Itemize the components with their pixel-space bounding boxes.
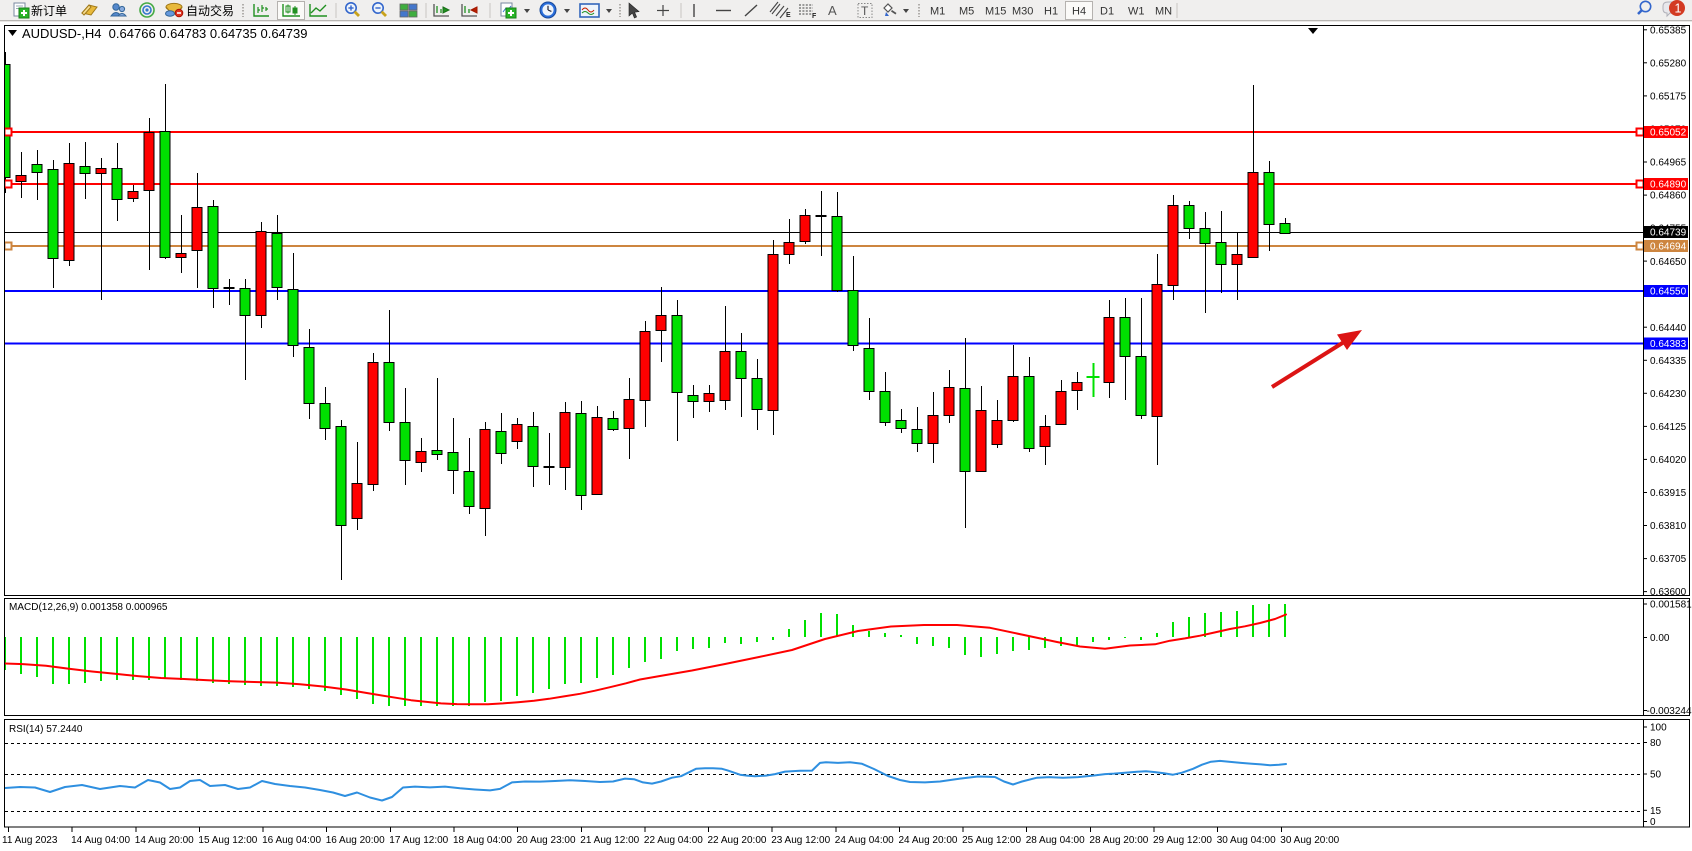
svg-text:16 Aug 04:00: 16 Aug 04:00 [262,835,321,846]
svg-text:20 Aug 23:00: 20 Aug 23:00 [517,835,576,846]
svg-text:0.64335: 0.64335 [1650,356,1687,367]
svg-text:0.65385: 0.65385 [1650,25,1687,36]
svg-text:28 Aug 04:00: 28 Aug 04:00 [1026,835,1085,846]
svg-text:0.63600: 0.63600 [1650,587,1687,598]
svg-text:29 Aug 12:00: 29 Aug 12:00 [1153,835,1212,846]
svg-text:0.64965: 0.64965 [1650,158,1687,169]
svg-text:22 Aug 20:00: 22 Aug 20:00 [708,835,767,846]
svg-text:80: 80 [1650,738,1662,749]
svg-text:0.001581: 0.001581 [1650,600,1692,611]
svg-text:0.65175: 0.65175 [1650,92,1687,103]
svg-text:22 Aug 04:00: 22 Aug 04:00 [644,835,703,846]
svg-text:0.65280: 0.65280 [1650,58,1687,69]
svg-text:14 Aug 20:00: 14 Aug 20:00 [135,835,194,846]
svg-text:0.64383: 0.64383 [1650,339,1687,350]
svg-text:AUDUSD-,H4 0.64766 0.64783 0.: AUDUSD-,H4 0.64766 0.64783 0.64735 0.647… [22,26,307,41]
svg-text:M30: M30 [1012,6,1033,18]
svg-text:24 Aug 04:00: 24 Aug 04:00 [835,835,894,846]
svg-text:14 Aug 04:00: 14 Aug 04:00 [71,835,130,846]
svg-text:18 Aug 04:00: 18 Aug 04:00 [453,835,512,846]
svg-text:0.00: 0.00 [1650,633,1670,644]
svg-text:自动交易: 自动交易 [186,3,234,18]
svg-text:0.64650: 0.64650 [1650,257,1687,268]
svg-text:15 Aug 12:00: 15 Aug 12:00 [198,835,257,846]
svg-text:0.64550: 0.64550 [1650,287,1687,298]
svg-text:W1: W1 [1128,6,1145,18]
svg-text:16 Aug 20:00: 16 Aug 20:00 [326,835,385,846]
svg-text:F: F [812,13,817,20]
svg-text:M1: M1 [930,6,945,18]
svg-text:100: 100 [1650,723,1667,734]
svg-text:30 Aug 04:00: 30 Aug 04:00 [1217,835,1276,846]
svg-text:M15: M15 [985,6,1006,18]
svg-text:0.64125: 0.64125 [1650,422,1687,433]
svg-text:MN: MN [1155,6,1172,18]
svg-text:MACD(12,26,9) 0.001358 0.00096: MACD(12,26,9) 0.001358 0.000965 [9,602,168,613]
svg-text:A: A [828,3,837,18]
svg-text:30 Aug 20:00: 30 Aug 20:00 [1280,835,1339,846]
svg-text:E: E [786,12,791,19]
svg-text:21 Aug 12:00: 21 Aug 12:00 [580,835,639,846]
svg-text:D1: D1 [1100,6,1114,18]
svg-text:0.64890: 0.64890 [1650,180,1687,191]
svg-text:50: 50 [1650,770,1662,781]
svg-text:1: 1 [1675,2,1682,16]
svg-text:15: 15 [1650,806,1662,817]
svg-text:0.63705: 0.63705 [1650,554,1687,565]
svg-text:-0.003244: -0.003244 [1647,706,1692,717]
svg-text:23 Aug 12:00: 23 Aug 12:00 [771,835,830,846]
svg-text:0.64440: 0.64440 [1650,323,1687,334]
svg-text:24 Aug 20:00: 24 Aug 20:00 [899,835,958,846]
svg-text:RSI(14) 57.2440: RSI(14) 57.2440 [9,724,83,735]
svg-text:11 Aug 2023: 11 Aug 2023 [2,835,58,846]
svg-text:H4: H4 [1072,6,1086,18]
svg-text:0.64020: 0.64020 [1650,455,1687,466]
svg-text:新订单: 新订单 [31,3,67,18]
svg-text:17 Aug 12:00: 17 Aug 12:00 [389,835,448,846]
svg-text:H1: H1 [1044,6,1058,18]
svg-text:M5: M5 [959,6,974,18]
svg-text:0.64694: 0.64694 [1650,242,1687,253]
svg-text:0.64230: 0.64230 [1650,389,1687,400]
svg-text:25 Aug 12:00: 25 Aug 12:00 [962,835,1021,846]
svg-text:0.64860: 0.64860 [1650,191,1687,202]
svg-text:0.65052: 0.65052 [1650,128,1687,139]
svg-text:0: 0 [1650,817,1656,828]
svg-text:0.63810: 0.63810 [1650,521,1687,532]
svg-text:T: T [861,4,869,18]
svg-text:0.64739: 0.64739 [1650,228,1687,239]
svg-text:28 Aug 20:00: 28 Aug 20:00 [1089,835,1148,846]
svg-text:0.63915: 0.63915 [1650,488,1687,499]
